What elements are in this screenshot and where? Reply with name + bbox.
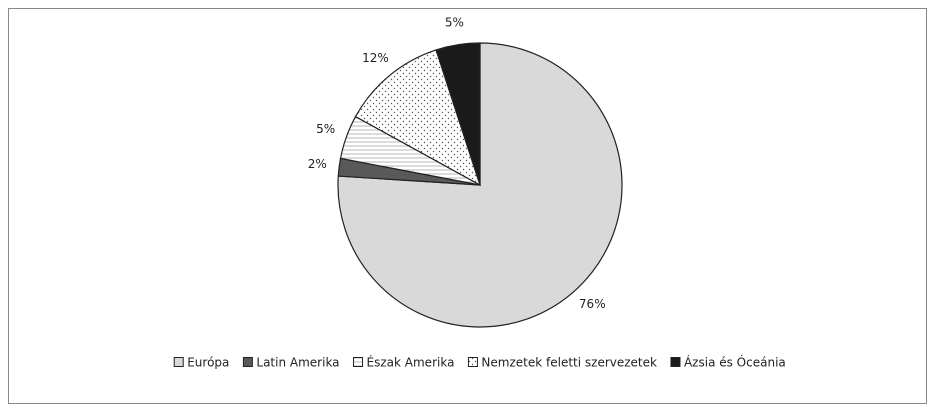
legend-swatch (670, 357, 681, 367)
legend-swatch (467, 357, 478, 367)
data-label: 2% (308, 157, 327, 171)
pie-slice (435, 42, 481, 186)
pie-slice (354, 49, 482, 187)
legend-label: Európa (187, 356, 229, 370)
legend-label: Észak Amerika (367, 355, 455, 370)
legend-label: Latin Amerika (256, 356, 339, 370)
data-label: 76% (579, 297, 606, 311)
legend: Európa Latin Amerika Észak Amerika Nemzetek… (173, 355, 786, 370)
data-label: 12% (362, 51, 389, 65)
legend-swatch (242, 357, 253, 367)
legend-swatch (353, 357, 364, 367)
data-label: 5% (445, 16, 464, 30)
pie-slice (337, 42, 623, 328)
legend-label: Ázsia és Óceánia (684, 355, 786, 370)
legend-swatch (173, 357, 184, 367)
legend-label: Nemzetek feletti szervezetek (481, 356, 657, 370)
pie: 76% 2% 5% 12% 5% (308, 16, 623, 328)
data-label: 5% (316, 122, 335, 136)
